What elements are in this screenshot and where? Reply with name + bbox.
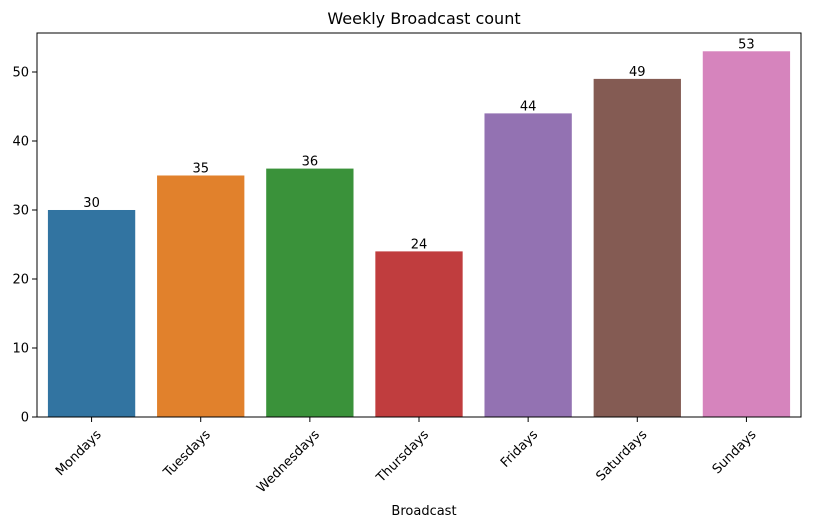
data-label-wednesdays: 36 <box>302 155 319 170</box>
bar-wednesdays <box>266 168 354 417</box>
data-label-sundays: 53 <box>738 37 755 52</box>
x-tick-label-wednesdays: Wednesdays <box>254 427 323 496</box>
bar-fridays <box>484 113 572 418</box>
x-tick-label-saturdays: Saturdays <box>594 427 651 484</box>
data-label-mondays: 30 <box>83 196 100 211</box>
y-tick-label: 30 <box>12 203 29 218</box>
bar-sundays <box>702 51 791 418</box>
y-tick-label: 20 <box>12 272 29 287</box>
y-tick-label: 0 <box>21 411 29 426</box>
x-tick-label-fridays: Fridays <box>498 427 541 470</box>
data-label-tuesdays: 35 <box>192 161 209 176</box>
chart-title: Weekly Broadcast count <box>327 9 520 28</box>
y-tick-label: 50 <box>12 65 29 80</box>
x-tick-label-thursdays: Thursdays <box>373 427 432 486</box>
data-label-saturdays: 49 <box>629 65 646 80</box>
bar-saturdays <box>593 78 681 418</box>
plot-area: 30 35 36 24 44 49 53 0 10 20 30 40 50 Mondays Tuesdays… <box>12 32 802 496</box>
x-tick-label-mondays: Mondays <box>53 427 105 479</box>
bar-tuesdays <box>157 175 245 417</box>
x-tick-label-sundays: Sundays <box>710 427 760 477</box>
bar-thursdays <box>375 251 463 417</box>
y-tick-label: 10 <box>12 341 29 356</box>
data-label-thursdays: 24 <box>411 237 428 252</box>
bar-mondays <box>47 209 136 417</box>
x-tick-label-tuesdays: Tuesdays <box>160 427 214 481</box>
x-axis-label: Broadcast <box>391 504 456 519</box>
y-tick-label: 40 <box>12 134 29 149</box>
plot-frame <box>36 32 802 418</box>
data-label-fridays: 44 <box>520 99 537 114</box>
